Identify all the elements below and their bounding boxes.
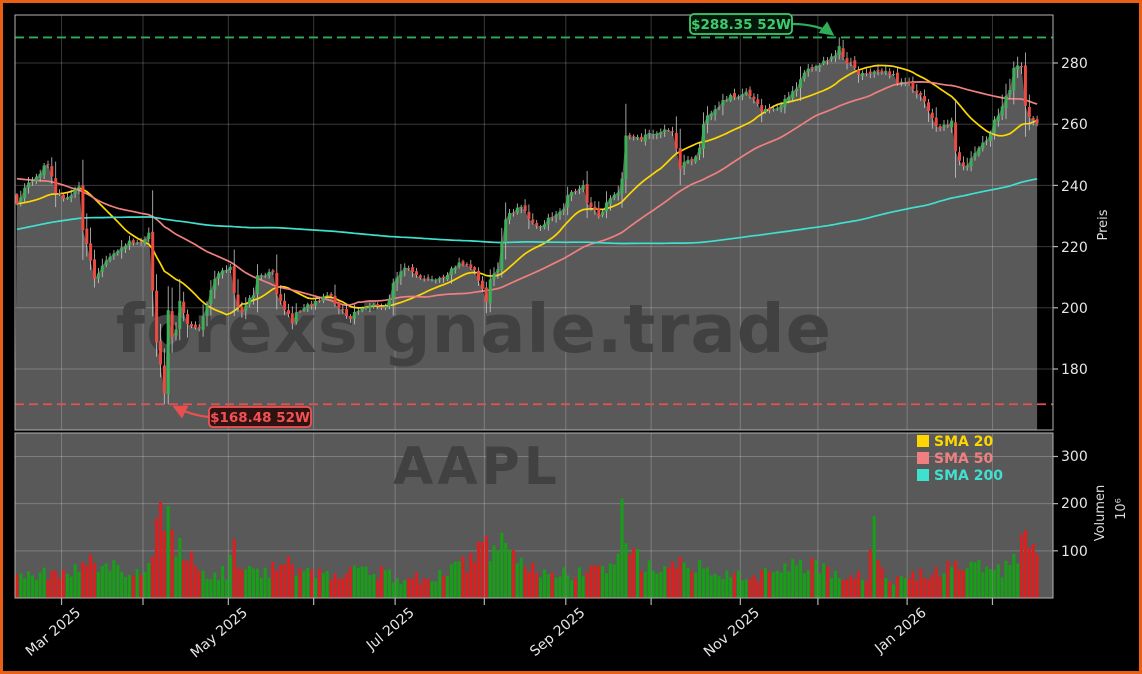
price-axis: 280 260 240 220 200 180 Preis	[1061, 56, 1111, 378]
volume-axis-unit: 10⁶	[1114, 498, 1129, 520]
volume-tick-label: 100	[1061, 544, 1088, 560]
site-watermark: forexsignale.trade	[116, 290, 832, 368]
x-tick-label: Nov 2025	[701, 605, 763, 661]
y-axis-tick-label: 240	[1061, 179, 1088, 195]
legend-label: SMA 50	[934, 451, 993, 467]
y-axis-tick-label: 220	[1061, 240, 1088, 256]
sma-line-200	[16, 178, 1038, 245]
volume-panel-spine	[14, 432, 1054, 599]
stock-chart: forexsignale.trade AAPL $288.35 52W $168.…	[14, 13, 1129, 662]
legend-swatch	[917, 435, 929, 447]
sma-line-50	[16, 81, 1038, 307]
price-area-fill	[15, 46, 1038, 430]
y-axis-tick-label: 200	[1061, 301, 1088, 317]
x-tick-label: Jan 2026	[871, 605, 929, 658]
x-tick-label: Sep 2025	[527, 605, 588, 660]
volume-tick-label: 200	[1061, 496, 1088, 512]
volume-tick-label: 300	[1061, 449, 1088, 465]
y-axis-tick-label: 260	[1061, 117, 1088, 133]
legend-item-sma50: SMA 50	[917, 451, 993, 467]
x-axis: Mar 2025 May 2025 Jul 2025 Sep 2025 Nov …	[23, 605, 930, 662]
volume-axis: 300 200 100 Volumen 10⁶	[1061, 449, 1129, 560]
annotation-arrow	[172, 405, 210, 419]
sma-legend: SMA 20 SMA 50 SMA 200	[917, 434, 1003, 484]
y-axis-tick-label: 180	[1061, 362, 1088, 378]
legend-label: SMA 200	[934, 468, 1003, 484]
price-axis-title: Preis	[1096, 209, 1111, 240]
legend-item-sma200: SMA 200	[917, 468, 1003, 484]
volume-axis-title: Volumen	[1093, 485, 1108, 542]
annotation-label: $168.48 52W	[210, 410, 310, 426]
x-tick-label: May 2025	[188, 605, 251, 662]
sma-line-20	[16, 64, 1038, 316]
chart-layers: forexsignale.trade AAPL	[14, 14, 1058, 605]
legend-swatch	[917, 452, 929, 464]
annotation-arrow	[791, 21, 835, 36]
annotation-label: $288.35 52W	[691, 17, 791, 33]
high-52w-annotation: $288.35 52W	[689, 13, 835, 36]
low-52w-annotation: $168.48 52W	[172, 405, 312, 428]
annotation-box	[689, 13, 793, 35]
x-tick-label: Mar 2025	[23, 605, 84, 660]
y-axis-tick-label: 280	[1061, 56, 1088, 72]
price-panel-spine	[14, 14, 1054, 431]
annotation-box	[208, 406, 312, 428]
legend-label: SMA 20	[934, 434, 993, 450]
symbol-watermark: AAPL	[393, 437, 561, 497]
legend-swatch	[917, 469, 929, 481]
legend-item-sma20: SMA 20	[917, 434, 993, 450]
x-tick-label: Jul 2025	[363, 605, 418, 655]
